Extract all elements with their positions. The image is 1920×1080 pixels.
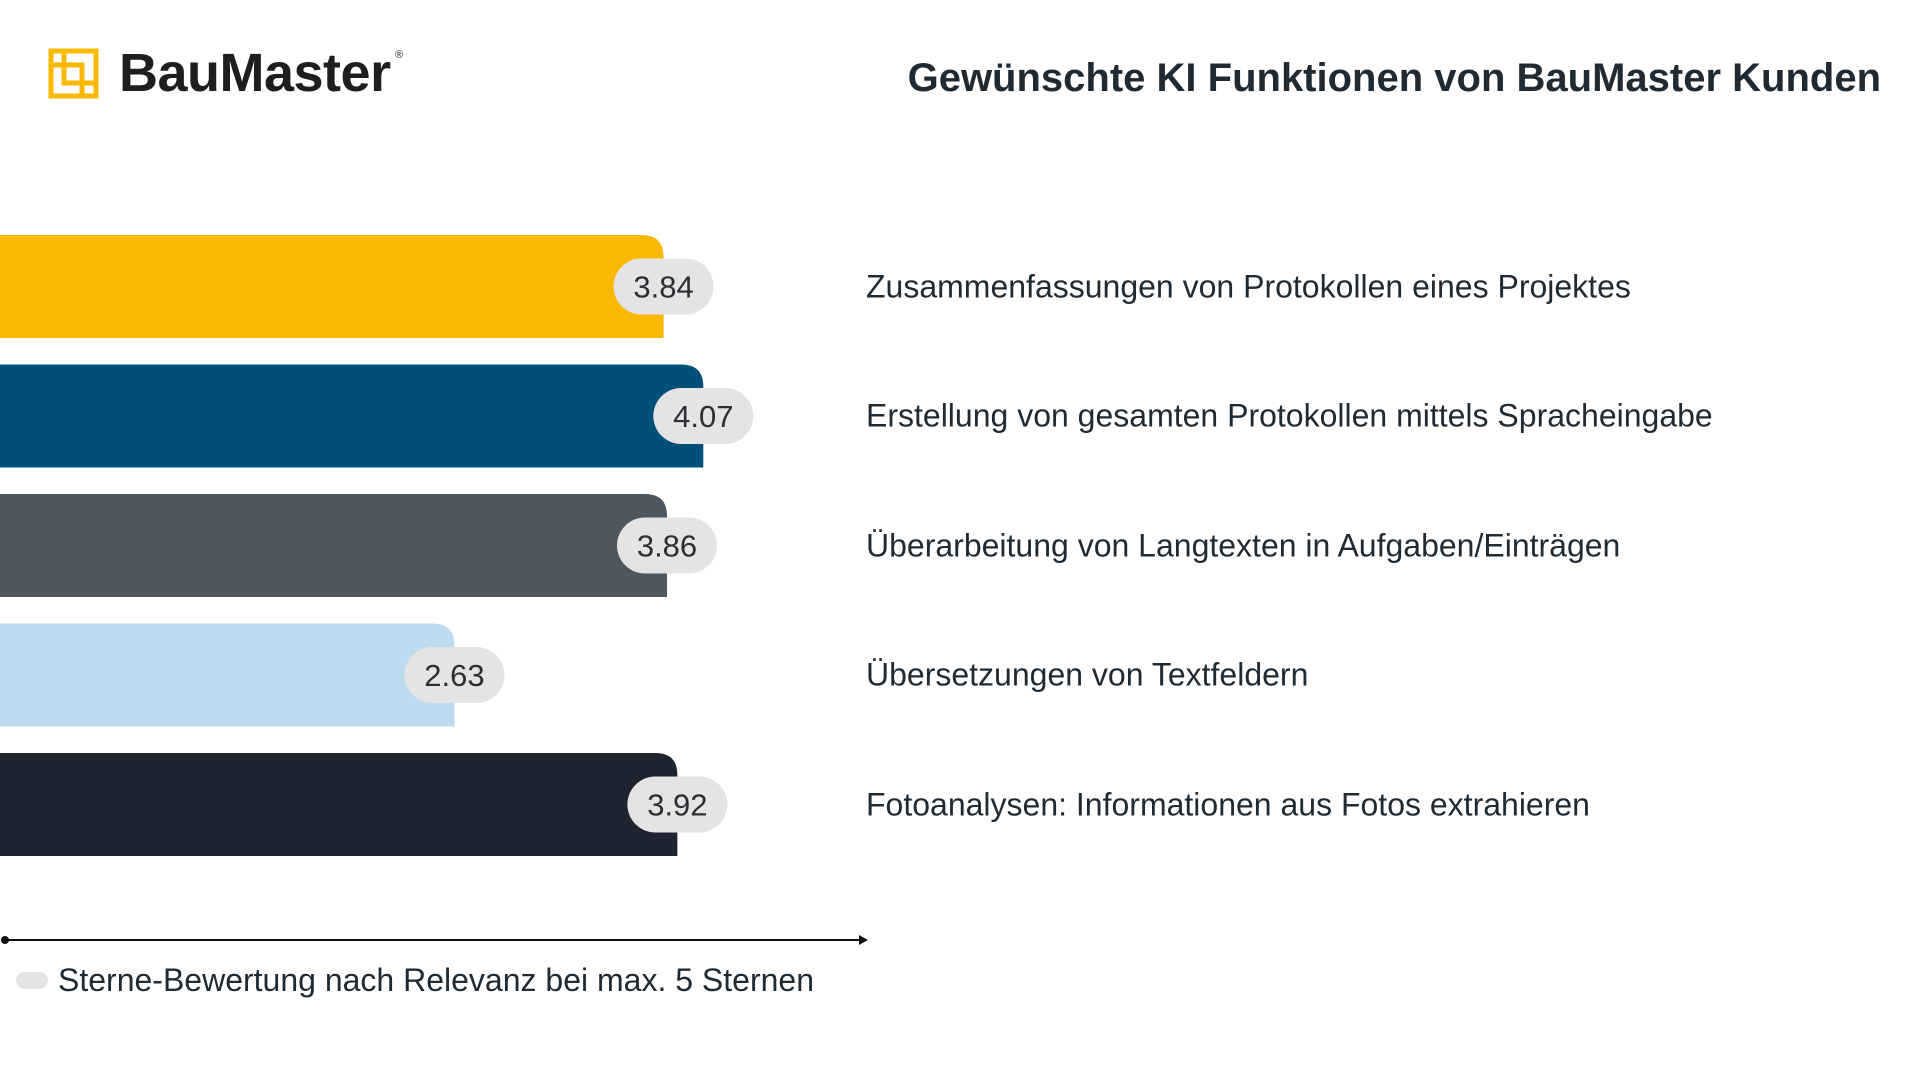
category-label: Überarbeitung von Langtexten in Aufgaben…: [866, 527, 1621, 563]
value-label-pill: [653, 388, 754, 444]
x-axis-arrow: [859, 935, 868, 945]
value-label-pill: [627, 776, 728, 833]
bar-value-label: 3.84: [633, 270, 693, 305]
value-label-pill: [613, 258, 714, 315]
value-label-pill: [404, 647, 505, 703]
x-axis-origin: [1, 936, 9, 944]
bar: [0, 235, 664, 338]
bar: [0, 494, 668, 597]
chart-title: Gewünschte KI Funktionen von BauMaster K…: [907, 56, 1881, 100]
category-label: Fotoanalysen: Informationen aus Fotos ex…: [866, 786, 1590, 822]
brand-name: BauMaster ®: [119, 43, 403, 103]
value-label-pill: [617, 517, 718, 574]
category-label: Erstellung von gesamten Protokollen mitt…: [866, 397, 1713, 434]
baumaster-logo-icon: [48, 48, 99, 98]
bar: [0, 364, 704, 468]
registered-mark: ®: [394, 49, 403, 61]
brand-name-text: BauMaster: [119, 43, 391, 103]
legend: Sterne-Bewertung nach Relevanz bei max. …: [16, 962, 814, 999]
category-label: Übersetzungen von Textfeldern: [866, 656, 1309, 693]
bar: [0, 623, 455, 727]
bar: [0, 753, 678, 856]
bar-value-label: 3.86: [637, 529, 697, 564]
category-label: Zusammenfassungen von Protokollen eines …: [866, 268, 1631, 304]
legend-text: Sterne-Bewertung nach Relevanz bei max. …: [58, 962, 814, 998]
bar-value-label: 4.07: [673, 399, 733, 434]
bar-value-label: 3.92: [647, 788, 707, 823]
brand-logo: BauMaster ®: [48, 43, 403, 103]
bar-value-label: 2.63: [424, 658, 484, 693]
legend-swatch: [16, 972, 48, 989]
